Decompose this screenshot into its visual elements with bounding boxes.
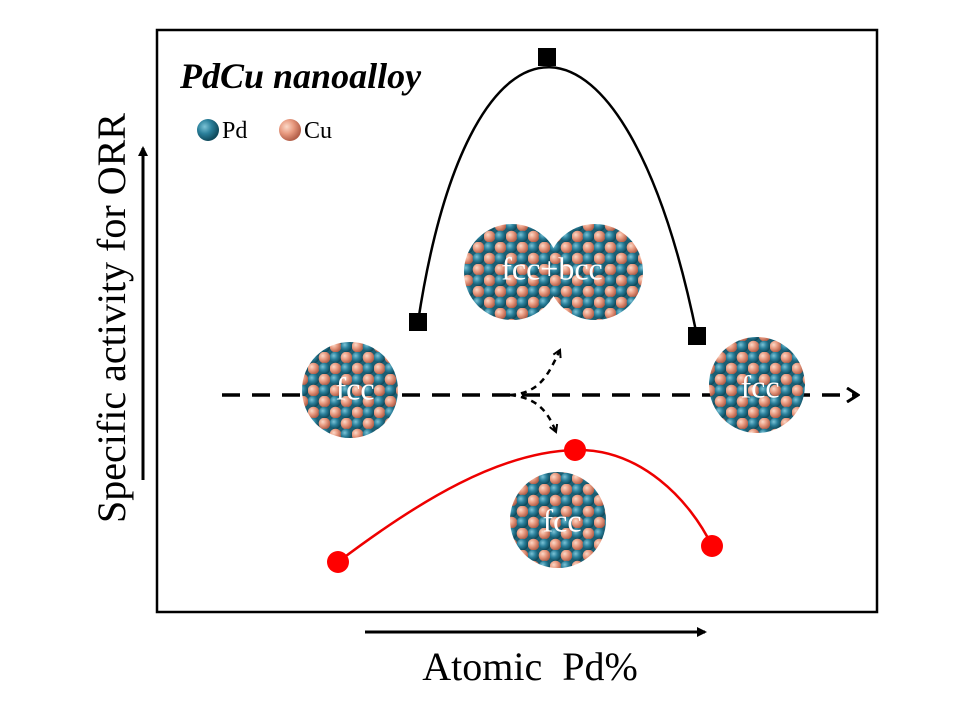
- y-axis-label: Specific activity for ORR: [89, 113, 134, 523]
- legend-swatch: [279, 119, 301, 141]
- branch-arrow: [509, 350, 560, 397]
- nanoparticle: [709, 337, 805, 433]
- particle-label: fcc: [542, 502, 581, 538]
- black-marker: [409, 313, 427, 331]
- particle-label: fcc+bcc: [501, 250, 603, 286]
- frame: [155, 28, 879, 614]
- nanoparticle: [510, 472, 606, 568]
- red-marker: [564, 439, 586, 461]
- x-axis-label: Atomic Pd%: [422, 644, 638, 689]
- red-marker: [327, 551, 349, 573]
- nanoparticle: [547, 224, 643, 320]
- title: PdCu nanoalloy: [179, 56, 422, 96]
- nanoparticle: [302, 342, 398, 438]
- particle-label: fcc: [740, 368, 779, 404]
- branch-arrow: [509, 393, 556, 432]
- legend-swatch: [197, 119, 219, 141]
- red-marker: [701, 535, 723, 557]
- particle-label: fcc: [335, 370, 374, 406]
- legend-label: Cu: [304, 118, 332, 144]
- black-marker: [538, 48, 556, 66]
- black-curve: [416, 66, 699, 337]
- legend-label: Pd: [222, 118, 247, 144]
- nanoparticle: [464, 224, 560, 320]
- black-marker: [688, 327, 706, 345]
